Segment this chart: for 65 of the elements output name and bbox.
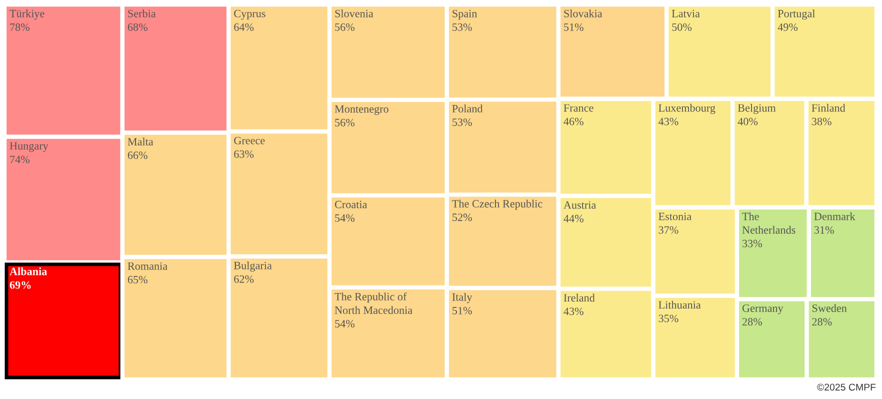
category-label: Albania: [10, 267, 47, 276]
category-label: Germany: [742, 304, 784, 314]
data-label: 51%: [564, 23, 584, 31]
data-label: 63%: [234, 150, 254, 158]
data-label: 68%: [128, 23, 148, 31]
data-label: 51%: [452, 306, 472, 314]
category-label: Finland: [812, 104, 846, 112]
data-label: 54%: [335, 214, 354, 222]
category-label: Poland: [452, 104, 483, 112]
data-label: 43%: [658, 118, 678, 126]
category-label: Latvia: [672, 10, 700, 18]
data-label: 43%: [564, 308, 584, 316]
category-label: The Czech Republic: [452, 200, 542, 210]
category-label: The Netherlands: [742, 212, 796, 234]
data-label: 74%: [10, 156, 30, 164]
data-label: 78%: [10, 23, 30, 31]
data-label: 37%: [658, 226, 678, 234]
category-label: Italy: [452, 292, 472, 304]
data-label: 65%: [128, 276, 148, 284]
category-label: Malta: [128, 138, 154, 146]
category-label: Croatia: [334, 200, 368, 208]
data-label: 35%: [658, 314, 678, 322]
text: ©2025 CMPF: [817, 384, 876, 391]
data-label: 46%: [564, 118, 584, 126]
category-label: France: [564, 104, 594, 112]
data-label: 64%: [234, 23, 254, 31]
data-label: 69%: [10, 281, 31, 289]
data-label: 62%: [234, 275, 254, 283]
category-label: Montenegro: [334, 105, 388, 116]
data-label: 44%: [564, 214, 584, 222]
category-label: Portugal: [778, 10, 816, 20]
data-label: 54%: [335, 320, 354, 328]
category-label: Spain: [452, 10, 478, 20]
category-label: Türkiye: [10, 10, 44, 20]
category-label: Denmark: [814, 212, 856, 220]
data-label: 53%: [452, 23, 472, 31]
data-label: 66%: [128, 152, 148, 160]
category-label: The Republic of North Macedonia: [334, 292, 412, 314]
category-label: Luxembourg: [658, 104, 716, 114]
data-label: 28%: [742, 318, 762, 326]
category-label: Slovenia: [335, 10, 374, 18]
data-label: 28%: [812, 318, 832, 326]
category-label: Romania: [128, 262, 168, 270]
category-label: Lithuania: [658, 300, 701, 309]
category-label: Bulgaria: [234, 261, 272, 272]
data-label: 40%: [738, 118, 758, 126]
data-label: 31%: [814, 226, 834, 234]
category-label: Sweden: [812, 304, 847, 312]
category-label: Cyprus: [234, 10, 266, 20]
category-label: Greece: [234, 136, 265, 144]
data-label: 38%: [812, 118, 832, 126]
data-label: 56%: [335, 23, 354, 31]
category-label: Slovakia: [564, 10, 602, 18]
data-label: 53%: [452, 118, 472, 126]
category-label: Hungary: [10, 142, 48, 152]
data-label: 49%: [778, 23, 798, 31]
category-label: Austria: [564, 201, 596, 209]
category-label: Serbia: [128, 10, 156, 18]
data-label: 56%: [335, 118, 354, 126]
category-label: Belgium: [738, 104, 776, 114]
category-label: Ireland: [564, 294, 595, 302]
category-label: Estonia: [658, 212, 692, 220]
data-label: 52%: [452, 214, 472, 222]
data-label: 50%: [672, 23, 692, 31]
data-label: 33%: [742, 240, 762, 248]
